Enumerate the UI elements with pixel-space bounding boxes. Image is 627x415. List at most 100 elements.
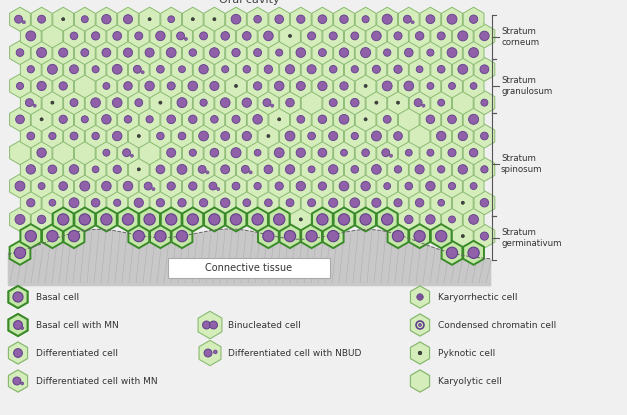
Polygon shape [453, 157, 473, 181]
Circle shape [264, 65, 273, 73]
Polygon shape [258, 224, 279, 248]
Polygon shape [21, 224, 41, 248]
Polygon shape [9, 241, 30, 265]
Polygon shape [215, 124, 236, 148]
Circle shape [469, 215, 478, 225]
Polygon shape [356, 74, 376, 98]
Polygon shape [21, 124, 41, 148]
Text: Karyorrhectic cell: Karyorrhectic cell [438, 293, 517, 302]
Polygon shape [9, 342, 28, 364]
Circle shape [102, 115, 111, 124]
Polygon shape [9, 314, 28, 336]
Circle shape [230, 214, 241, 225]
Circle shape [26, 165, 36, 174]
Polygon shape [139, 74, 160, 98]
Circle shape [288, 34, 292, 37]
Circle shape [414, 99, 422, 107]
Text: Pyknotic cell: Pyknotic cell [438, 349, 495, 357]
Circle shape [448, 183, 456, 190]
Circle shape [137, 168, 140, 171]
Circle shape [21, 382, 24, 385]
Circle shape [184, 37, 187, 40]
Circle shape [81, 49, 89, 56]
Polygon shape [247, 41, 268, 65]
Polygon shape [431, 24, 451, 48]
Text: Stratum
germinativum: Stratum germinativum [501, 228, 562, 248]
Polygon shape [409, 57, 430, 81]
Circle shape [176, 230, 187, 242]
Polygon shape [312, 41, 333, 65]
Polygon shape [290, 174, 311, 198]
Polygon shape [150, 157, 171, 181]
Circle shape [79, 214, 90, 225]
Polygon shape [21, 57, 41, 81]
Circle shape [157, 66, 164, 73]
Polygon shape [463, 41, 484, 65]
Polygon shape [198, 311, 222, 339]
Circle shape [16, 115, 24, 124]
Circle shape [470, 183, 477, 190]
Circle shape [249, 171, 252, 174]
Circle shape [362, 16, 369, 23]
Circle shape [112, 98, 122, 107]
Circle shape [350, 98, 359, 107]
Circle shape [178, 132, 186, 140]
Circle shape [70, 132, 78, 140]
Polygon shape [474, 90, 495, 115]
Circle shape [318, 81, 327, 90]
Circle shape [103, 149, 110, 156]
Polygon shape [290, 107, 311, 131]
Polygon shape [204, 208, 225, 232]
Circle shape [364, 84, 367, 88]
FancyBboxPatch shape [168, 258, 330, 278]
Polygon shape [85, 191, 106, 215]
Circle shape [122, 214, 134, 225]
Polygon shape [398, 74, 419, 98]
Circle shape [21, 327, 24, 330]
Circle shape [51, 101, 54, 104]
Polygon shape [42, 57, 63, 81]
Circle shape [232, 182, 240, 190]
Circle shape [137, 134, 140, 137]
Polygon shape [150, 90, 171, 115]
Circle shape [49, 199, 56, 206]
Circle shape [123, 149, 130, 156]
Polygon shape [247, 141, 268, 165]
Polygon shape [63, 224, 85, 248]
Polygon shape [107, 157, 127, 181]
Circle shape [329, 165, 338, 174]
Circle shape [253, 49, 261, 56]
Polygon shape [323, 90, 344, 115]
Polygon shape [356, 41, 376, 65]
Polygon shape [201, 314, 219, 336]
Polygon shape [129, 57, 149, 81]
Circle shape [318, 115, 327, 124]
Circle shape [296, 181, 305, 191]
Polygon shape [75, 7, 95, 31]
Circle shape [242, 132, 251, 141]
Polygon shape [269, 7, 290, 31]
Polygon shape [344, 90, 365, 115]
Polygon shape [411, 286, 429, 308]
Circle shape [231, 15, 241, 24]
Polygon shape [247, 208, 268, 232]
Text: Connective tissue: Connective tissue [206, 263, 293, 273]
Circle shape [27, 66, 34, 73]
Bar [8, 260, 490, 285]
Circle shape [394, 65, 402, 73]
Polygon shape [431, 224, 451, 248]
Polygon shape [63, 124, 85, 148]
Circle shape [69, 198, 79, 208]
Polygon shape [387, 124, 408, 148]
Polygon shape [334, 74, 354, 98]
Circle shape [152, 188, 155, 190]
Polygon shape [398, 7, 419, 31]
Circle shape [329, 198, 338, 208]
Polygon shape [377, 7, 398, 31]
Polygon shape [420, 141, 441, 165]
Polygon shape [441, 241, 462, 265]
Circle shape [382, 81, 392, 91]
Polygon shape [236, 24, 257, 48]
Polygon shape [53, 107, 73, 131]
Circle shape [327, 230, 339, 242]
